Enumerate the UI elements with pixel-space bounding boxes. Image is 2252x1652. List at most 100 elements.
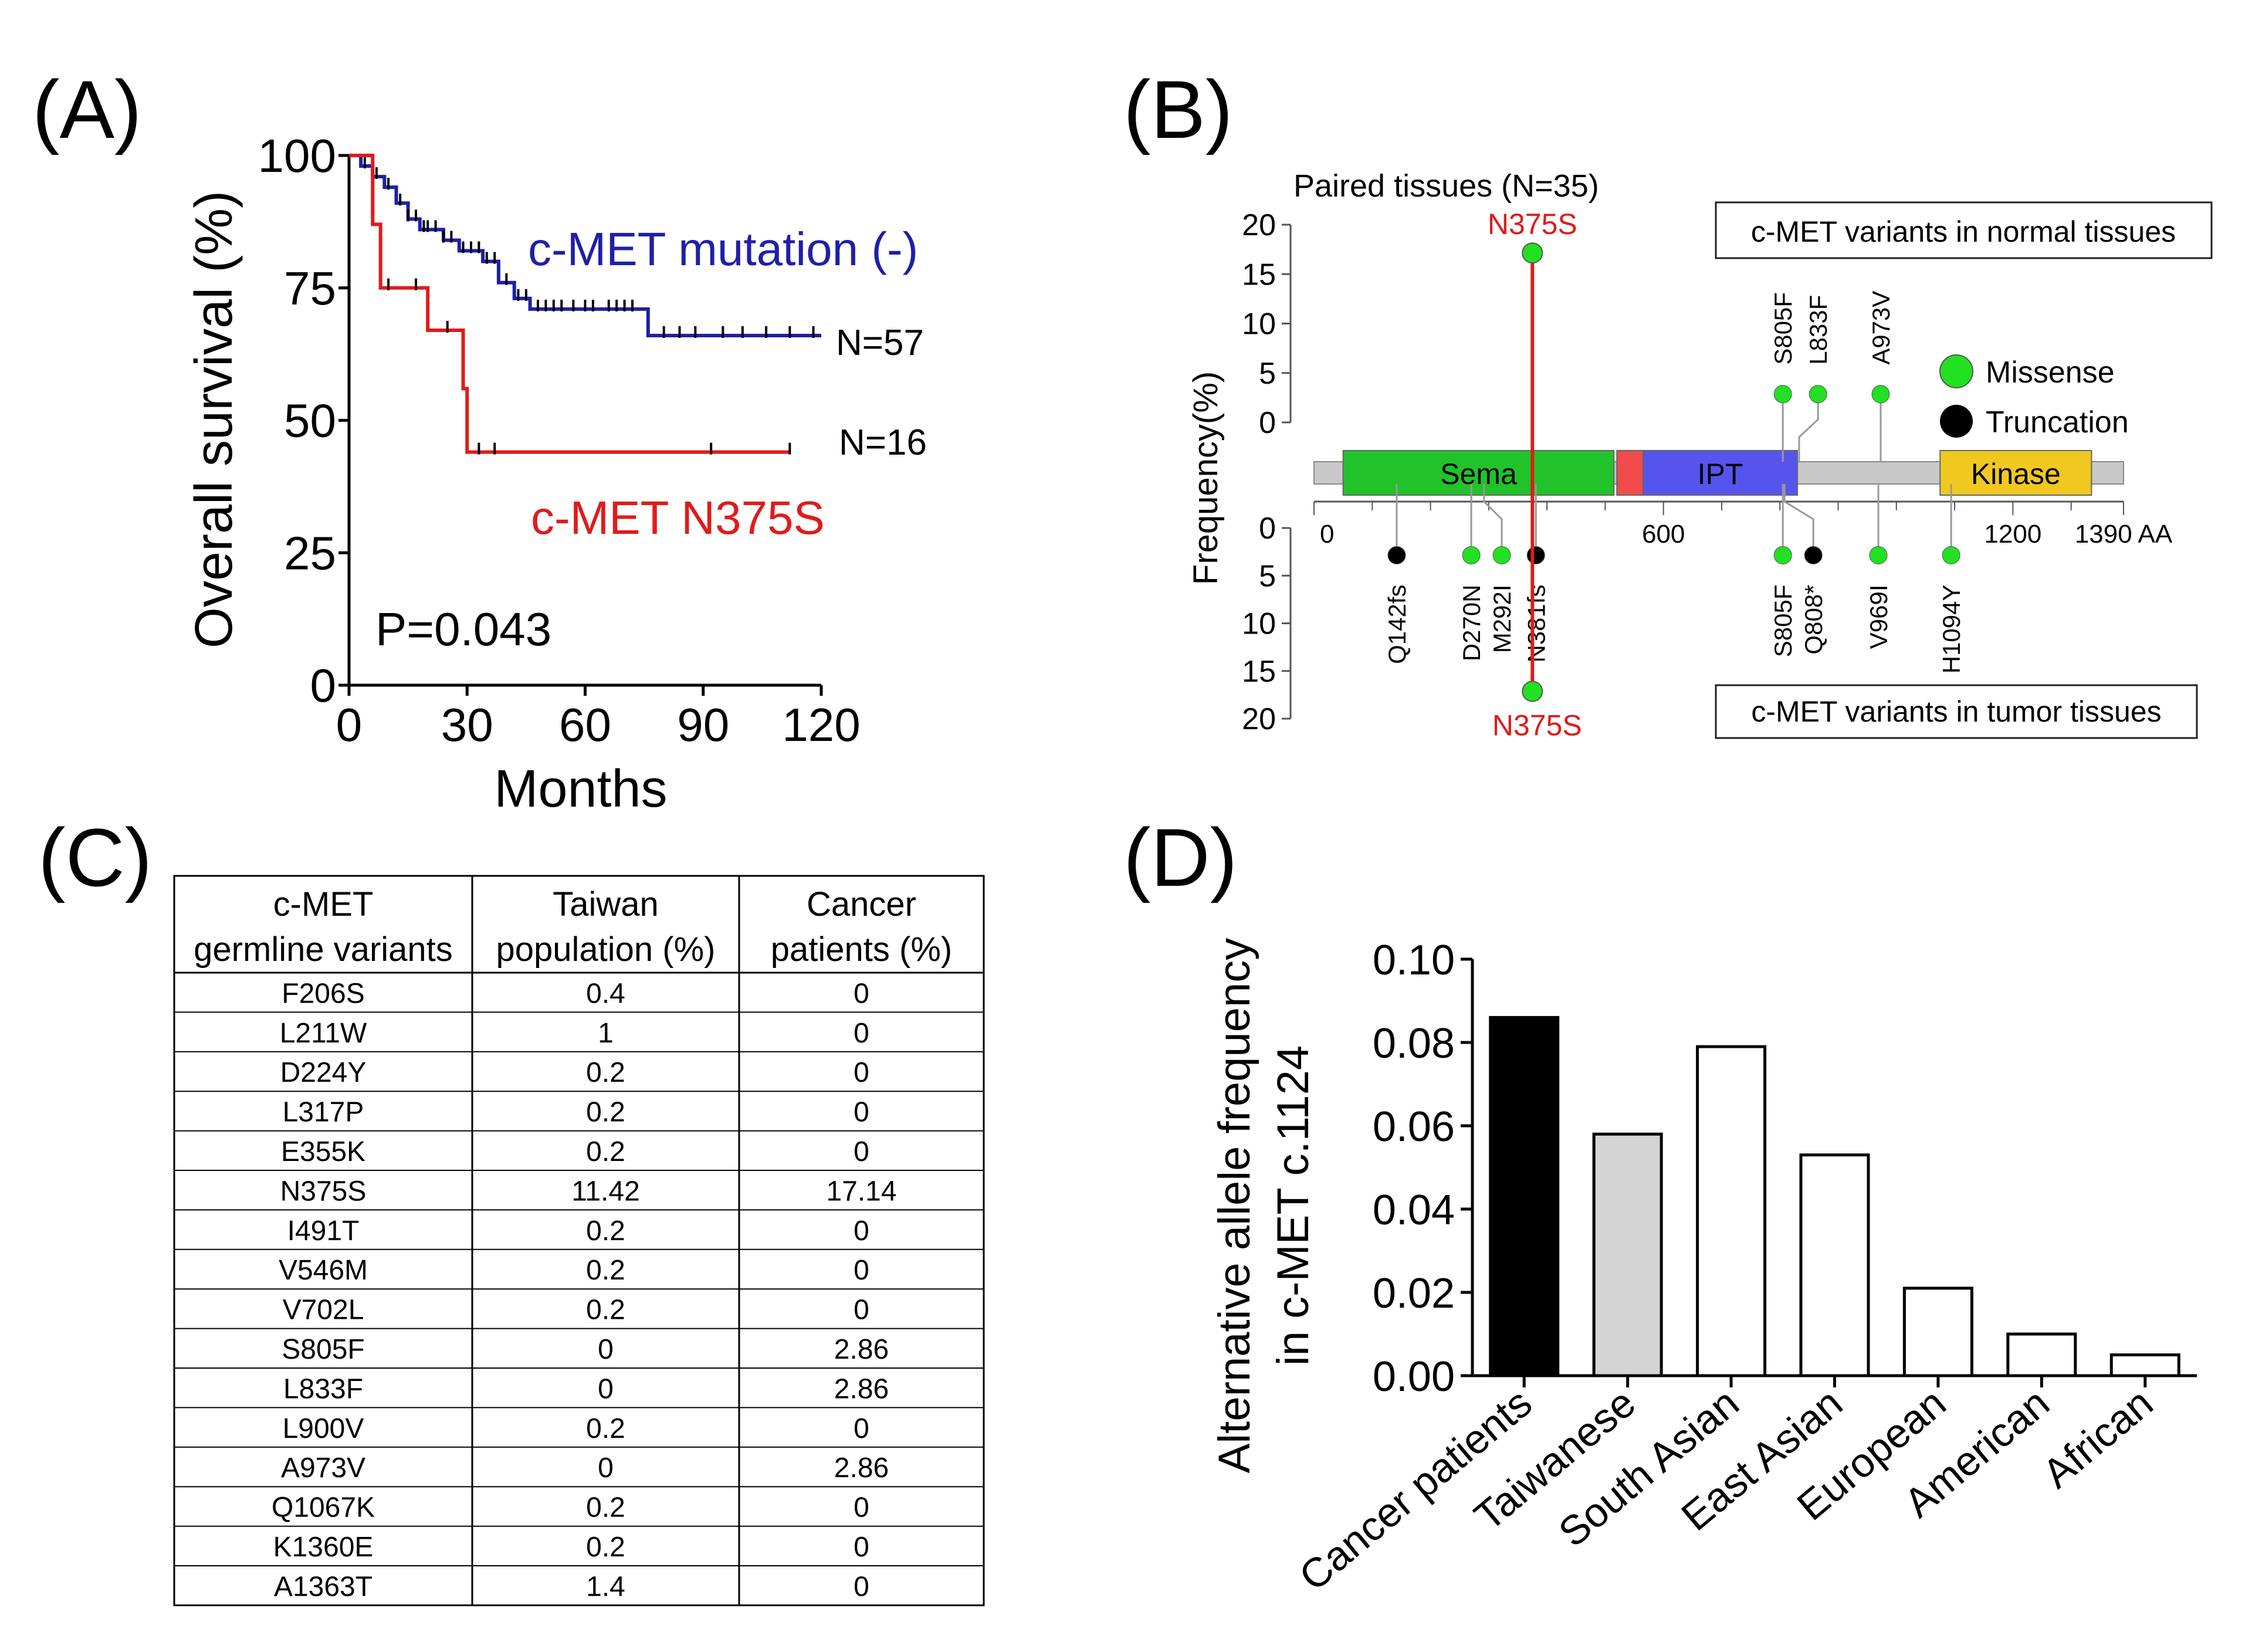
top-y-tick-label: 5 (1259, 357, 1276, 391)
y-tick-label: 75 (284, 262, 336, 314)
y-tick-label: 100 (258, 130, 336, 182)
n375s-normal-label: N375S (1488, 208, 1577, 241)
tumor-variant-label: Q808* (1800, 584, 1827, 654)
table-cell: 0.2 (586, 1097, 625, 1128)
domain-kinase (1939, 450, 2092, 496)
table-cell: 0 (854, 1295, 869, 1326)
domain-label-ipt: IPT (1698, 458, 1743, 490)
table-cell: 2.86 (834, 1373, 889, 1404)
table-cell: 0 (854, 1136, 869, 1167)
table-cell: A973V (281, 1453, 365, 1484)
normal-variant-label: L833F (1804, 295, 1832, 365)
table-cell: 0 (854, 1255, 869, 1286)
table-cell: N375S (280, 1176, 367, 1207)
table-header-line1: c-MET (273, 885, 374, 923)
panel-label-c: (C) (38, 811, 152, 903)
lollipop-y-title: Frequency(%) (1187, 371, 1225, 585)
bar (1902, 1287, 1973, 1377)
n375s-normal-head (1522, 242, 1543, 264)
bottom-y-tick-label: 10 (1242, 607, 1276, 641)
tumor-variant-stem (1483, 484, 1503, 556)
top-y-tick-label: 20 (1242, 208, 1276, 242)
n-label-n375s: N=16 (839, 422, 927, 463)
table-cell: 0 (854, 1413, 869, 1444)
bar-y-tick-label: 0.02 (1373, 1270, 1455, 1317)
table-cell: F206S (282, 978, 364, 1009)
table-cell: 1 (598, 1018, 614, 1049)
x-tick-label: 90 (677, 699, 729, 751)
tumor-variant-head (1942, 546, 1960, 564)
table-cell: I491T (287, 1216, 360, 1247)
x-tick-label: 120 (782, 699, 860, 751)
table-cell: 0 (854, 1492, 869, 1524)
panel-label-b: (B) (1123, 63, 1233, 155)
y-tick-label: 0 (310, 659, 337, 712)
table-header-line2: germline variants (194, 930, 453, 969)
tumor-variant-head (1462, 546, 1481, 564)
tumor-tissues-label: c-MET variants in tumor tissues (1751, 695, 2161, 728)
lollipop-axes: 0 5 10 15 20 0 5 10 15 20 0 600 1200 1390 AA (1242, 208, 2173, 736)
p-value: P=0.043 (375, 603, 551, 655)
normal-tissues-label: c-MET variants in normal tissues (1751, 215, 2176, 248)
position-tick-label: 0 (1320, 520, 1334, 549)
table-cell: K1360E (273, 1532, 374, 1563)
legend-mutation-negative: c-MET mutation (-) (528, 223, 918, 275)
legend-missense-marker (1939, 354, 1973, 388)
table-cell: L317P (283, 1097, 364, 1128)
y-tick-label: 50 (284, 395, 336, 447)
top-y-tick-label: 15 (1242, 258, 1276, 292)
table-cell: 0.2 (586, 1057, 625, 1088)
tumor-variant-label: V969I (1865, 584, 1892, 649)
domain-ipt (1642, 450, 1799, 496)
table-cell: 0.2 (586, 1532, 625, 1563)
bottom-y-tick-label: 5 (1259, 559, 1276, 593)
table-cell: 0.2 (586, 1295, 625, 1326)
table-cell: 2.86 (834, 1453, 889, 1484)
panel-label-d: (D) (1123, 811, 1237, 903)
table-cell: L211W (280, 1018, 367, 1049)
tumor-variant-label: N381fs (1522, 584, 1550, 662)
survival-axes: 0 30 60 90 120 0 25 50 75 100 (258, 130, 861, 751)
bar-y-tick-label: 0.04 (1373, 1187, 1455, 1234)
table-cell: 0 (854, 1532, 869, 1563)
survival-curve-n375s (349, 154, 790, 454)
x-axis-title: Months (494, 760, 667, 818)
table-cell: E355K (281, 1136, 365, 1167)
n375s-tumor-head (1522, 681, 1543, 702)
table-cell: S805F (282, 1334, 364, 1365)
table-cell: 0 (854, 1057, 869, 1088)
bar-y-tick-label: 0.06 (1373, 1103, 1455, 1150)
bar (2006, 1332, 2077, 1377)
table-cell: D224Y (280, 1057, 367, 1088)
bottom-y-tick-label: 15 (1242, 655, 1276, 689)
tumor-variant-head (1804, 546, 1823, 564)
tumor-variant-label: M292I (1488, 584, 1516, 653)
tumor-variant-label: D270N (1458, 584, 1485, 661)
tumor-variant-label: H1094Y (1938, 584, 1965, 673)
normal-variant-head (1773, 385, 1792, 404)
tumor-variant-label: Q142fs (1383, 584, 1411, 663)
table-header-line1: Cancer (807, 885, 916, 923)
bars (1489, 1015, 2180, 1377)
bar-y-title-line1: Alternative allele frequency (1210, 938, 1259, 1474)
table-header-line2: patients (%) (771, 930, 952, 969)
table-cell: Q1067K (272, 1492, 375, 1524)
top-y-tick-label: 0 (1259, 406, 1276, 440)
normal-variant-label: S805F (1769, 292, 1797, 365)
bar (1592, 1132, 1663, 1377)
position-tick-label: 1390 AA (2075, 520, 2173, 549)
table-cell: A1363T (274, 1571, 372, 1602)
y-axis-title: Overall survival (%) (185, 191, 243, 648)
table-cell: 0 (854, 978, 869, 1009)
table-cell: 0.2 (586, 1136, 625, 1167)
tumor-variant-head (1492, 546, 1511, 564)
normal-variant-label: A973V (1867, 291, 1895, 365)
table-cell: 0.2 (586, 1492, 625, 1524)
position-tick-label: 600 (1642, 520, 1685, 549)
table-cell: 0 (598, 1453, 614, 1484)
bar-y-tick-label: 0.00 (1373, 1353, 1455, 1400)
table-cell: V702L (283, 1295, 364, 1326)
panel-label-a: (A) (32, 63, 142, 155)
